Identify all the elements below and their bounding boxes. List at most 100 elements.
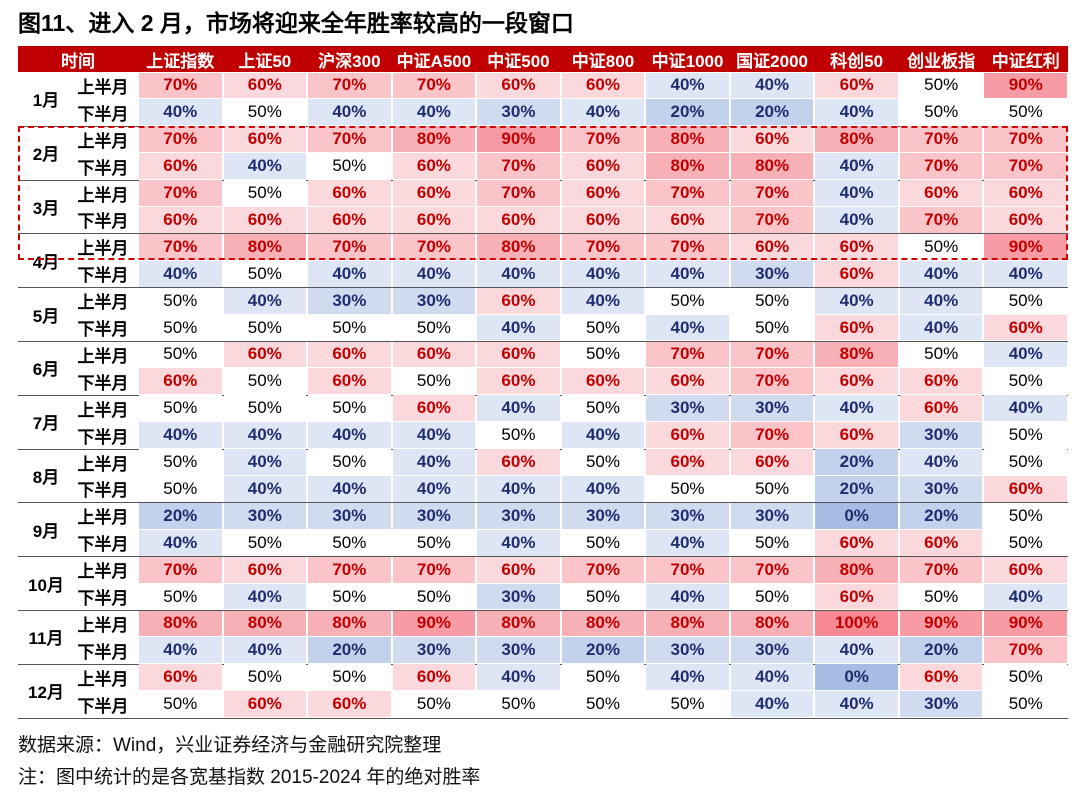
value-cell: 60%	[477, 368, 560, 395]
value-cell: 30%	[223, 502, 307, 529]
half-label: 上半月	[77, 131, 129, 151]
half-label: 上半月	[77, 562, 129, 582]
value-cell: 40%	[815, 207, 898, 233]
value-cell: 60%	[984, 180, 1067, 206]
value-cell: 70%	[308, 72, 391, 99]
value-cell: 60%	[308, 368, 391, 395]
value-cell: 50%	[223, 664, 307, 691]
value-cell: 20%	[139, 502, 222, 529]
header-cell: 中证500	[476, 46, 561, 72]
value-cell: 40%	[223, 637, 307, 664]
value-cell: 50%	[730, 287, 814, 314]
value-cell: 40%	[815, 395, 898, 422]
half-label: 上半月	[77, 454, 129, 474]
value-cell: 40%	[308, 422, 391, 449]
value-cell: 20%	[730, 99, 814, 126]
value-cell: 60%	[308, 691, 391, 718]
header-cell: 中证1000	[645, 46, 730, 72]
value-cell: 40%	[730, 691, 814, 718]
value-cell: 60%	[561, 180, 645, 206]
value-cell: 40%	[139, 637, 222, 664]
half-label: 上半月	[77, 185, 129, 205]
value-cell: 20%	[899, 502, 983, 529]
value-cell: 30%	[392, 637, 476, 664]
value-cell: 30%	[308, 502, 391, 529]
value-cell: 60%	[561, 153, 645, 180]
half-label: 上半月	[77, 346, 129, 366]
value-cell: 70%	[899, 153, 983, 180]
value-cell: 40%	[561, 260, 645, 287]
value-cell: 60%	[815, 233, 898, 260]
value-cell: 60%	[223, 126, 307, 153]
value-cell: 40%	[308, 99, 391, 126]
value-cell: 40%	[730, 664, 814, 691]
value-cell: 60%	[899, 368, 983, 395]
header-cell: 科创50	[814, 46, 899, 72]
half-label: 上半月	[77, 77, 129, 97]
value-cell: 60%	[477, 449, 560, 475]
value-cell: 40%	[899, 449, 983, 475]
value-cell: 50%	[561, 664, 645, 691]
value-cell: 60%	[899, 395, 983, 422]
value-cell: 30%	[899, 422, 983, 449]
value-cell: 90%	[392, 610, 476, 637]
value-cell: 30%	[730, 260, 814, 287]
header-cell: 上证指数	[138, 46, 223, 72]
value-cell: 50%	[308, 449, 391, 475]
value-cell: 40%	[477, 664, 560, 691]
value-cell: 70%	[984, 153, 1067, 180]
value-cell: 50%	[984, 422, 1067, 449]
value-cell: 60%	[223, 72, 307, 99]
value-cell: 40%	[815, 99, 898, 126]
value-cell: 40%	[984, 395, 1067, 422]
value-cell: 90%	[984, 610, 1067, 637]
value-cell: 50%	[139, 395, 222, 422]
value-cell: 60%	[815, 314, 898, 341]
value-cell: 60%	[646, 207, 729, 233]
value-cell: 30%	[899, 476, 983, 502]
value-cell: 30%	[646, 502, 729, 529]
value-cell: 20%	[899, 637, 983, 664]
value-cell: 40%	[815, 153, 898, 180]
value-cell: 50%	[646, 691, 729, 718]
value-cell: 60%	[899, 529, 983, 556]
value-cell: 70%	[139, 126, 222, 153]
value-cell: 60%	[984, 556, 1067, 583]
value-cell: 60%	[223, 207, 307, 233]
value-cell: 60%	[815, 422, 898, 449]
value-cell: 40%	[392, 99, 476, 126]
value-cell: 50%	[646, 476, 729, 502]
half-label: 下半月	[77, 212, 129, 232]
value-cell: 70%	[646, 341, 729, 368]
value-cell: 40%	[899, 287, 983, 314]
value-cell: 40%	[392, 476, 476, 502]
value-cell: 50%	[899, 99, 983, 126]
value-cell: 50%	[561, 341, 645, 368]
value-cell: 90%	[984, 233, 1067, 260]
value-cell: 0%	[815, 502, 898, 529]
title: 图11、进入 2 月，市场将迎来全年胜率较高的一段窗口	[18, 10, 574, 36]
month-label: 12月	[28, 683, 64, 703]
value-cell: 50%	[223, 180, 307, 206]
value-cell: 30%	[730, 637, 814, 664]
value-cell: 40%	[392, 260, 476, 287]
value-cell: 90%	[984, 72, 1067, 99]
value-cell: 70%	[730, 556, 814, 583]
value-cell: 60%	[477, 287, 560, 314]
value-cell: 60%	[646, 422, 729, 449]
half-label: 下半月	[77, 104, 129, 124]
value-cell: 20%	[308, 637, 391, 664]
value-cell: 50%	[561, 529, 645, 556]
value-cell: 80%	[646, 126, 729, 153]
value-cell: 60%	[223, 691, 307, 718]
value-cell: 40%	[223, 287, 307, 314]
value-cell: 40%	[815, 637, 898, 664]
value-cell: 50%	[646, 287, 729, 314]
value-cell: 60%	[308, 207, 391, 233]
value-cell: 90%	[899, 610, 983, 637]
value-cell: 70%	[730, 207, 814, 233]
value-cell: 80%	[646, 610, 729, 637]
value-cell: 30%	[308, 287, 391, 314]
value-cell: 50%	[308, 153, 391, 180]
value-cell: 40%	[815, 691, 898, 718]
